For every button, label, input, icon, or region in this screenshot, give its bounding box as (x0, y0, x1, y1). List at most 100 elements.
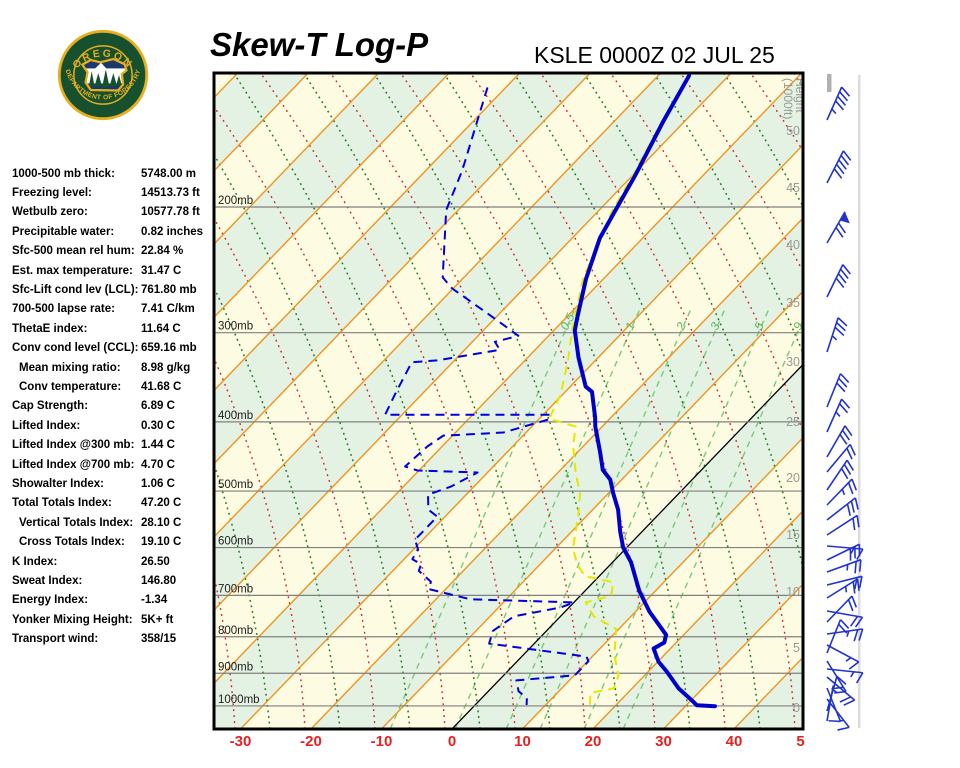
scrollbar-thumb[interactable] (827, 74, 832, 92)
temperature-trace (572, 73, 717, 709)
wind-barb (826, 264, 851, 298)
stat-value: 22.84 % (141, 245, 184, 258)
stat-label: Sweat Index: (12, 574, 83, 587)
wind-barb (826, 514, 860, 536)
wind-barb (826, 668, 864, 684)
stat-label: Lifted Index @300 mb: (12, 439, 135, 452)
stat-row: 1000-500 mb thick: 5748.00 m (12, 164, 212, 183)
isotherm-line (214, 73, 803, 685)
pressure-label: 400mb (218, 410, 253, 422)
stat-label: Vertical Totals Index: (19, 516, 134, 529)
stat-value: 659.16 mb (141, 342, 197, 355)
vertical-scrollbar[interactable] (858, 75, 861, 728)
stat-label: Freezing level: (12, 187, 92, 200)
stat-label: 700-500 lapse rate: (12, 303, 115, 316)
moist-adiabat-line (539, 73, 796, 729)
wind-barb (826, 610, 864, 628)
stat-label: ThetaE index: (12, 322, 88, 335)
wind-barb (826, 398, 851, 433)
temp-tick-label: -30 (230, 733, 252, 750)
stat-value: 761.80 mb (141, 284, 197, 297)
stat-row: 700-500 lapse rate: 7.41 C/km (12, 300, 212, 319)
stat-value: 358/15 (141, 633, 177, 646)
wind-barb (826, 211, 850, 244)
stat-label: Cap Strength: (12, 400, 89, 413)
wind-barb (826, 497, 859, 521)
temp-tick-label: 30 (655, 733, 672, 750)
wind-barb (826, 676, 856, 706)
isotherm-line (0, 73, 26, 729)
isotherm-line (875, 73, 960, 729)
temp-tick-label: 10 (514, 733, 531, 750)
stat-label: Total Totals Index: (12, 497, 112, 510)
moist-adiabat-line (214, 105, 446, 729)
stat-row: Est. max temperature: 31.47 C (12, 261, 212, 280)
stat-value: 19.10 C (141, 536, 182, 549)
pressure-label: 500mb (218, 479, 253, 491)
stat-value: 41.68 C (141, 380, 182, 393)
stat-label: 1000-500 mb thick: (12, 167, 115, 180)
wetbulb-trace (547, 77, 688, 706)
wind-barb (826, 578, 860, 599)
temp-tick-label: 40 (726, 733, 743, 750)
pressure-label: 200mb (218, 195, 253, 207)
stat-value: 1.06 C (141, 477, 175, 490)
height-tick-label: 30 (786, 355, 800, 369)
stat-label: Est. max temperature: (12, 264, 133, 277)
stat-row: Sfc-Lift cond lev (LCL): 761.80 mb (12, 280, 212, 299)
stat-row: Conv cond level (CCL): 659.16 mb (12, 339, 212, 358)
stat-value: 6.89 C (141, 400, 175, 413)
isotherm-line (592, 509, 803, 729)
stat-value: -1.34 (141, 594, 168, 607)
stat-value: 7.41 C/km (141, 303, 195, 316)
wind-barb (826, 595, 858, 623)
stat-row: Cap Strength: 6.89 C (12, 397, 212, 416)
stat-label: Conv temperature: (19, 380, 122, 393)
stat-value: 0.82 inches (141, 225, 204, 238)
stat-value: 5748.00 m (141, 167, 196, 180)
station-datetime-label: KSLE 0000Z 02 JUL 25 (534, 42, 775, 68)
wind-barb (826, 317, 848, 353)
stat-row: Precipitable water: 0.82 inches (12, 222, 212, 241)
stat-row: Energy Index: -1.34 (12, 591, 212, 610)
stat-row: Conv temperature: 41.68 C (12, 377, 212, 396)
pressure-label: 1000mb (218, 694, 260, 706)
stat-label: Cross Totals Index: (19, 536, 125, 549)
stat-value: 28.10 C (141, 516, 182, 529)
pressure-label: 800mb (218, 625, 253, 637)
isotherm-line (310, 217, 803, 729)
isotherm-line (521, 436, 803, 729)
wind-barb (826, 150, 852, 184)
moist-adiabat-line (214, 572, 236, 729)
stat-row: Transport wind: 358/15 (12, 629, 212, 648)
isotherm-line (0, 73, 97, 729)
height-tick-label: 0 (793, 701, 800, 715)
moist-adiabat-line (259, 73, 516, 729)
pressure-label: 900mb (218, 661, 253, 673)
temp-tick-label: -10 (371, 733, 393, 750)
stat-row: Yonker Mixing Height: 5K+ ft (12, 610, 212, 629)
stat-row: Showalter Index: 1.06 C (12, 474, 212, 493)
stat-label: Energy Index: (12, 594, 89, 607)
isotherm-line (380, 290, 803, 729)
wind-barb (826, 86, 851, 121)
stat-label: Transport wind: (12, 633, 99, 646)
dry-adiabat-line (793, 73, 803, 89)
oregon-dept-forestry-logo: OREGON DEPARTMENT OF FORESTRY (57, 29, 149, 121)
stat-row: K Index: 26.50 (12, 552, 212, 571)
height-tick-label: 40 (786, 238, 800, 252)
isotherm-line (0, 73, 167, 729)
stat-value: 14513.73 ft (141, 187, 200, 200)
moist-adiabat-line (609, 73, 803, 434)
wind-barb (826, 373, 850, 408)
moist-adiabat-line (329, 73, 586, 729)
wind-barb (826, 619, 850, 654)
plot-border (212, 71, 805, 731)
stat-row: Total Totals Index: 47.20 C (12, 494, 212, 513)
stat-row: Sfc-500 mean rel hum: 22.84 % (12, 242, 212, 261)
stat-label: Lifted Index @700 mb: (12, 458, 135, 471)
isotherm-line (805, 73, 960, 729)
temp-tick-label: 5 (796, 733, 804, 750)
